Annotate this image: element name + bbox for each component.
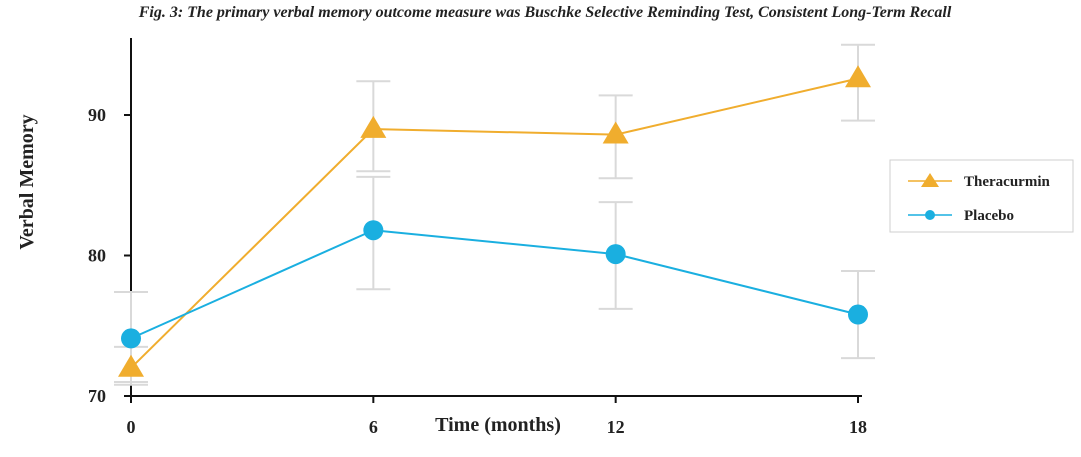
chart-title: Fig. 3: The primary verbal memory outcom… (138, 4, 952, 21)
x-tick-label: 6 (369, 417, 378, 437)
legend-label: Placebo (964, 208, 1014, 224)
legend-item-placebo: Placebo (908, 208, 1014, 224)
legend-circle-marker (925, 210, 935, 220)
data-point-placebo (363, 220, 384, 241)
data-point-theracurmin (118, 354, 144, 377)
y-axis-label: Verbal Memory (16, 114, 38, 249)
series-line-placebo (130, 229, 859, 340)
legend-box (889, 159, 1074, 233)
y-tick-label: 70 (88, 386, 106, 406)
data-point-placebo (605, 244, 626, 265)
data-point-theracurmin (360, 115, 387, 138)
x-tick-label: 18 (849, 417, 867, 437)
x-tick-label: 12 (607, 417, 625, 437)
legend-triangle-marker (921, 173, 939, 187)
x-tick-label: 0 (127, 417, 136, 437)
x-axis-label: Time (months) (435, 414, 561, 436)
series-line-theracurmin (130, 77, 859, 369)
data-point-placebo (121, 328, 141, 349)
data-point-theracurmin (602, 121, 629, 144)
legend-item-theracurmin: Theracurmin (908, 173, 1050, 190)
y-tick-label: 80 (88, 246, 106, 266)
data-point-placebo (848, 304, 868, 325)
data-point-theracurmin (845, 65, 871, 88)
legend-label: Theracurmin (964, 174, 1050, 190)
y-tick-label: 90 (88, 105, 106, 125)
